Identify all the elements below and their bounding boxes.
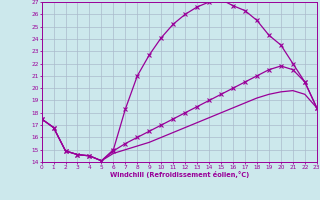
- X-axis label: Windchill (Refroidissement éolien,°C): Windchill (Refroidissement éolien,°C): [109, 171, 249, 178]
